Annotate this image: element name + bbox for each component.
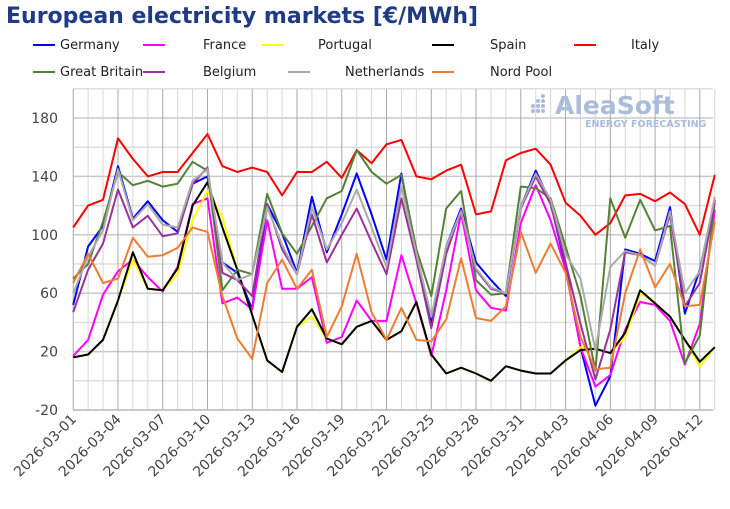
legend-label: Belgium — [203, 65, 256, 80]
legend-label: France — [203, 38, 246, 53]
logo-name: AleaSoft — [555, 91, 675, 120]
legend-label: Portugal — [318, 38, 372, 53]
series-line-belgium — [72, 166, 716, 381]
legend-label: Spain — [490, 38, 526, 53]
series-line-nord-pool — [72, 221, 716, 371]
y-tick-label: -20 — [35, 403, 58, 419]
legend-label: Nord Pool — [490, 65, 552, 80]
legend-label: Germany — [60, 38, 120, 53]
y-tick-label: 140 — [31, 169, 58, 185]
legend-label: Great Britain — [60, 65, 143, 80]
series-line-spain — [73, 181, 716, 382]
series-line-great-britain — [72, 149, 716, 372]
y-tick-label: 100 — [31, 228, 58, 244]
y-tick-label: 20 — [40, 345, 58, 361]
aleasoft-logo — [531, 94, 545, 113]
y-tick-label: 180 — [31, 111, 58, 127]
legend-label: Netherlands — [345, 65, 424, 80]
legend-label: Italy — [631, 38, 660, 53]
y-tick-label: 60 — [40, 286, 58, 302]
series-line-netherlands — [72, 168, 716, 352]
logo-tagline: ENERGY FORECASTING — [585, 119, 707, 130]
chart-title: European electricity markets [€/MWh] — [6, 4, 479, 29]
